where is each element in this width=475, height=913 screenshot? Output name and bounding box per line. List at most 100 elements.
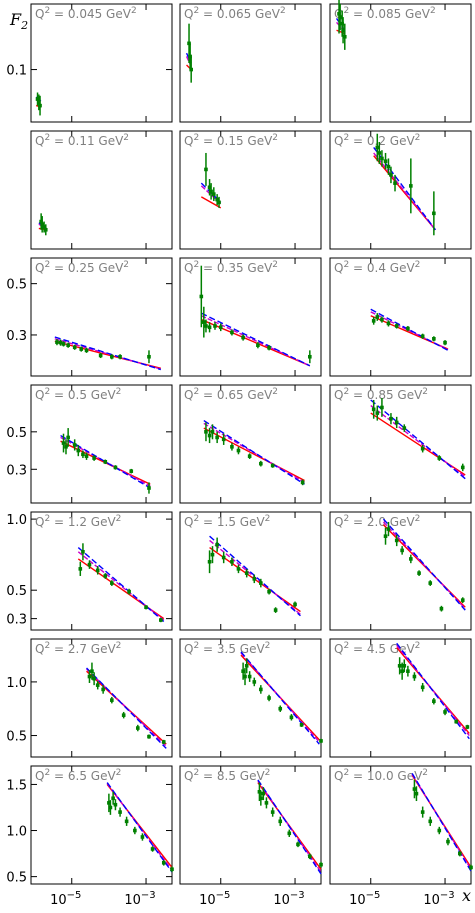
data-point bbox=[386, 164, 391, 169]
data-point bbox=[230, 445, 234, 449]
data-point bbox=[371, 407, 376, 412]
data-point bbox=[300, 480, 305, 485]
panel-q2-label: Q2 = 1.5 GeV2 bbox=[184, 514, 270, 529]
model-curve-red bbox=[373, 155, 436, 231]
panel-q2-2_7: 0.5 1.0 Q2 = 2.7 GeV2 bbox=[6, 638, 173, 758]
data-point bbox=[380, 317, 384, 322]
data-point bbox=[40, 222, 44, 227]
panel-frame bbox=[30, 638, 173, 758]
panel-q2-label: Q2 = 10.0 GeV2 bbox=[334, 768, 428, 783]
data-point bbox=[247, 454, 252, 458]
model-curve-blue bbox=[77, 547, 165, 622]
panels: 0.1 Q2 = 0.045 GeV2 Q2 = 0.065 GeV2 Q2 = 0.… bbox=[6, 0, 473, 908]
data-point bbox=[209, 189, 213, 194]
data-point bbox=[259, 796, 263, 801]
data-point bbox=[98, 353, 103, 358]
data-point bbox=[124, 819, 129, 824]
y-tick-label: 0.3 bbox=[6, 613, 27, 628]
model-curve-blue bbox=[203, 419, 305, 485]
data-point bbox=[267, 345, 271, 350]
model-curve-magenta bbox=[373, 152, 436, 231]
panel-q2-label: Q2 = 2.0 GeV2 bbox=[334, 514, 420, 529]
data-point bbox=[144, 605, 148, 610]
data-point bbox=[37, 100, 41, 105]
data-point bbox=[147, 354, 151, 359]
panel-frame bbox=[179, 384, 322, 504]
data-point bbox=[110, 698, 114, 702]
data-point bbox=[267, 589, 271, 594]
data-point bbox=[111, 796, 115, 801]
data-point bbox=[210, 552, 215, 557]
data-point bbox=[338, 15, 342, 19]
data-point bbox=[108, 805, 113, 810]
panel-frame bbox=[30, 765, 173, 885]
data-point bbox=[273, 608, 278, 612]
data-point bbox=[308, 854, 312, 859]
data-point bbox=[247, 674, 252, 679]
panel-q2-0_4: Q2 = 0.4 GeV2 bbox=[329, 257, 472, 377]
data-point bbox=[380, 405, 384, 410]
data-point bbox=[170, 867, 174, 872]
data-point bbox=[400, 669, 404, 673]
data-point bbox=[257, 790, 262, 794]
panel-q2-label: Q2 = 8.5 GeV2 bbox=[184, 768, 270, 783]
data-point bbox=[386, 321, 391, 326]
y-tick-label: 0.5 bbox=[6, 871, 27, 886]
model-curve-blue bbox=[240, 651, 320, 745]
panel-q2-0_5: 0.3 0.5 Q2 = 0.5 GeV2 bbox=[6, 384, 173, 504]
data-point bbox=[199, 294, 204, 299]
data-point bbox=[92, 456, 96, 460]
data-point bbox=[287, 831, 292, 836]
data-point bbox=[259, 581, 263, 585]
data-point bbox=[127, 589, 131, 594]
data-point bbox=[95, 683, 100, 687]
data-point bbox=[161, 740, 166, 744]
data-point bbox=[437, 828, 442, 833]
data-point bbox=[133, 828, 137, 833]
y-tick-label: 0.3 bbox=[6, 463, 27, 478]
data-point bbox=[118, 810, 122, 814]
panel-q2-label: Q2 = 0.11 GeV2 bbox=[35, 133, 129, 148]
panel-q2-label: Q2 = 0.65 GeV2 bbox=[184, 387, 278, 402]
panel-q2-0_15: Q2 = 0.15 GeV2 bbox=[179, 130, 322, 250]
data-point bbox=[409, 557, 413, 561]
data-point bbox=[61, 342, 66, 346]
data-point bbox=[78, 567, 83, 571]
data-point bbox=[64, 445, 68, 449]
panel-q2-label: Q2 = 4.5 GeV2 bbox=[334, 641, 420, 656]
data-point bbox=[101, 687, 105, 692]
data-point bbox=[383, 534, 388, 538]
data-point bbox=[61, 441, 66, 445]
data-point bbox=[386, 527, 391, 531]
y-tick-label: 0.5 bbox=[6, 584, 27, 599]
data-point bbox=[460, 598, 465, 602]
model-curve-blue bbox=[370, 399, 466, 480]
data-point bbox=[217, 200, 221, 205]
panel-q2-0_65: Q2 = 0.65 GeV2 bbox=[179, 384, 322, 504]
data-point bbox=[118, 354, 122, 359]
data-point bbox=[210, 430, 215, 434]
data-point bbox=[243, 674, 247, 679]
data-point bbox=[87, 674, 92, 679]
data-point bbox=[121, 713, 126, 717]
data-point bbox=[293, 602, 297, 607]
data-point bbox=[189, 67, 193, 72]
model-curve-blue bbox=[60, 434, 151, 489]
x-tick-label: 10−3 bbox=[273, 890, 304, 908]
panel-q2-label: Q2 = 0.35 GeV2 bbox=[184, 260, 278, 275]
data-point bbox=[221, 437, 226, 442]
y-axis-title: F2 bbox=[9, 10, 28, 32]
model-curve-blue bbox=[54, 336, 162, 371]
data-point bbox=[341, 28, 345, 33]
panel-q2-label: Q2 = 0.85 GeV2 bbox=[334, 387, 428, 402]
model-curve-red bbox=[200, 196, 222, 209]
data-point bbox=[159, 618, 163, 622]
panel-q2-0_085: Q2 = 0.085 GeV2 bbox=[329, 0, 472, 123]
y-tick-label: 1.0 bbox=[6, 825, 27, 840]
panel-q2-label: Q2 = 0.15 GeV2 bbox=[184, 133, 278, 148]
panel-frame bbox=[329, 638, 472, 758]
panel-q2-label: Q2 = 0.045 GeV2 bbox=[35, 6, 137, 21]
panel-q2-label: Q2 = 0.4 GeV2 bbox=[334, 260, 420, 275]
data-point bbox=[414, 791, 419, 796]
